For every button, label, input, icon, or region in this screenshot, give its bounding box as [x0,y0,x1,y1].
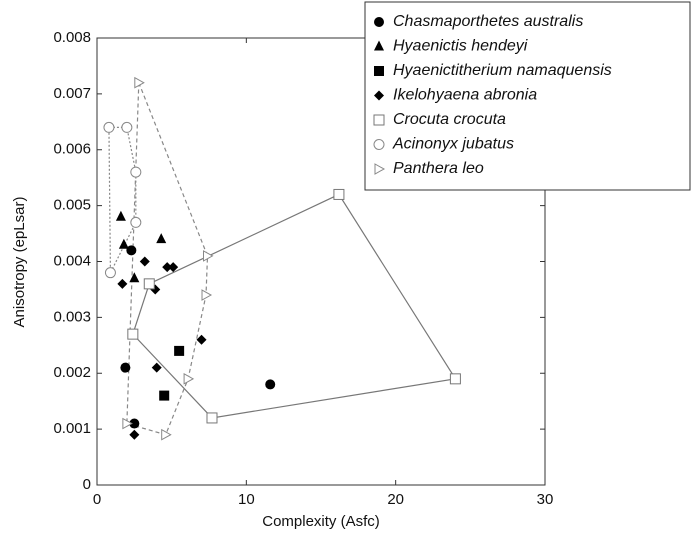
legend-marker [373,139,385,150]
marker [130,166,142,178]
y-axis-label: Anisotropy (epLsar) [11,197,28,328]
marker [183,372,195,385]
marker [203,250,214,262]
marker [122,417,133,430]
marker [115,210,126,221]
marker [151,362,162,373]
legend-label: Panthera leo [393,160,484,177]
legend-marker [374,163,386,175]
marker [159,390,170,401]
marker [174,345,185,356]
marker [130,216,142,228]
marker [168,262,179,273]
legend-label: Chasmaporthetes australis [393,13,583,30]
marker [126,245,137,256]
x-tick-label: 30 [537,491,554,508]
y-tick-label: 0.006 [53,141,91,158]
legend-label: Hyaenictitherium namaquensis [393,62,612,79]
marker [121,121,133,133]
marker [103,121,115,133]
marker [104,267,116,279]
marker [134,76,145,89]
marker [196,334,207,345]
marker [265,379,276,390]
marker [162,262,173,273]
hull [126,82,209,436]
x-tick-label: 0 [93,491,101,508]
marker [161,428,172,441]
legend-label: Hyaenictis hendeyi [393,38,528,55]
legend-label: Ikelohyaena abronia [393,87,537,104]
marker [129,418,140,429]
hull [132,193,457,419]
marker [139,256,150,267]
y-tick-label: 0.005 [53,197,91,214]
y-tick-label: 0 [83,476,91,493]
legend-marker [374,90,384,101]
legend-marker [374,17,384,27]
marker [129,429,140,440]
marker [129,272,140,283]
legend-marker [374,66,384,76]
marker [201,289,213,301]
legend-box [364,1,691,191]
legend-marker [373,114,385,126]
legend-label: Acinonyx jubatus [392,136,514,153]
legend-marker [374,40,384,51]
marker [449,373,461,385]
marker [127,328,139,340]
marker [117,278,128,289]
legend-label: Crocuta crocuta [393,111,506,128]
marker [118,238,129,249]
x-tick-label: 10 [238,491,255,508]
hull [108,126,137,273]
marker [143,278,155,290]
x-tick-label: 20 [387,491,404,508]
y-tick-label: 0.001 [53,420,91,437]
marker [120,362,131,373]
y-tick-label: 0.008 [53,29,91,46]
marker [206,412,218,424]
marker [156,233,167,244]
marker [333,188,345,200]
y-tick-label: 0.007 [53,85,91,102]
y-tick-label: 0.004 [53,252,91,269]
y-tick-label: 0.002 [53,364,91,381]
y-tick-label: 0.003 [53,308,91,325]
x-axis-label: Complexity (Asfc) [262,513,380,530]
